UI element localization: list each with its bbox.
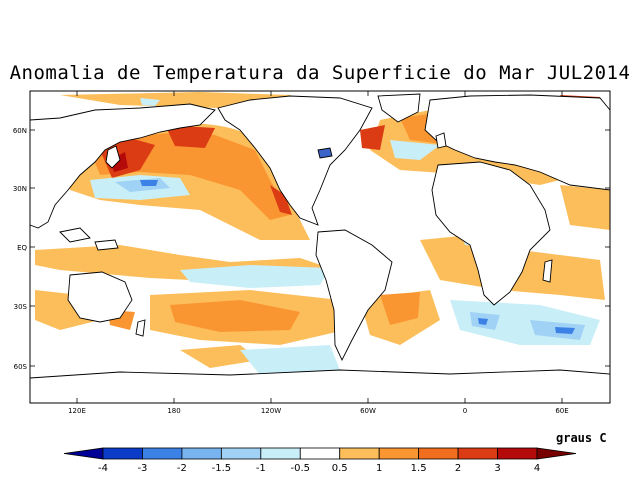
colorbar-label: -4 [98,463,108,474]
colorbar-label: -2 [177,463,187,474]
colorbar: -4 -3 -2 -1.5 -1 -0.5 0.5 1 1.5 2 3 4 [63,447,577,474]
colorbar-segment [339,447,380,460]
lat-label-30n: 30N [13,185,27,193]
colorbar-label: 0.5 [332,463,348,474]
colorbar-label: 1 [376,463,382,474]
colorbar-label: -1 [256,463,266,474]
colorbar-label: 3 [494,463,500,474]
colorbar-segment [457,447,498,460]
colorbar-label: -1.5 [212,463,232,474]
lat-label-60s: 60S [14,363,28,371]
colorbar-segment [142,447,183,460]
lon-label-120e: 120E [68,407,86,415]
colorbar-units: graus C [556,431,607,445]
colorbar-segment [220,447,262,460]
colorbar-segment [181,447,222,460]
lon-label-0: 0 [463,407,467,415]
colorbar-segment [418,447,459,460]
lat-label-30s: 30S [14,303,28,311]
longitude-axis [76,91,563,403]
map-panel: 60N 30N EQ 30S 60S 120E 180 120W 60W 0 6… [13,90,611,415]
colorbar-segment [378,447,420,460]
lat-label-60n: 60N [13,127,27,135]
colorbar-label: -0.5 [291,463,311,474]
colorbar-label: 4 [534,463,540,474]
colorbar-segment [299,447,341,460]
latitude-axis [30,129,610,367]
continents [29,93,611,404]
colorbar-label: 1.5 [411,463,427,474]
colorbar-label: 2 [455,463,461,474]
lon-label-60w: 60W [360,407,376,415]
colorbar-segment [102,447,143,460]
lon-label-120w: 120W [261,407,281,415]
colorbar-segment [260,447,301,460]
colorbar-segment [497,447,538,460]
colorbar-arrow-low [63,447,104,460]
lon-label-60e: 60E [555,407,568,415]
cool-anomaly-strong [140,180,575,334]
lat-label-eq: EQ [17,244,27,252]
lon-label-180: 180 [167,407,180,415]
colorbar-label: -3 [137,463,147,474]
map-title: Anomalia de Temperatura da Superficie do… [9,62,631,84]
colorbar-arrow-high [536,447,577,460]
